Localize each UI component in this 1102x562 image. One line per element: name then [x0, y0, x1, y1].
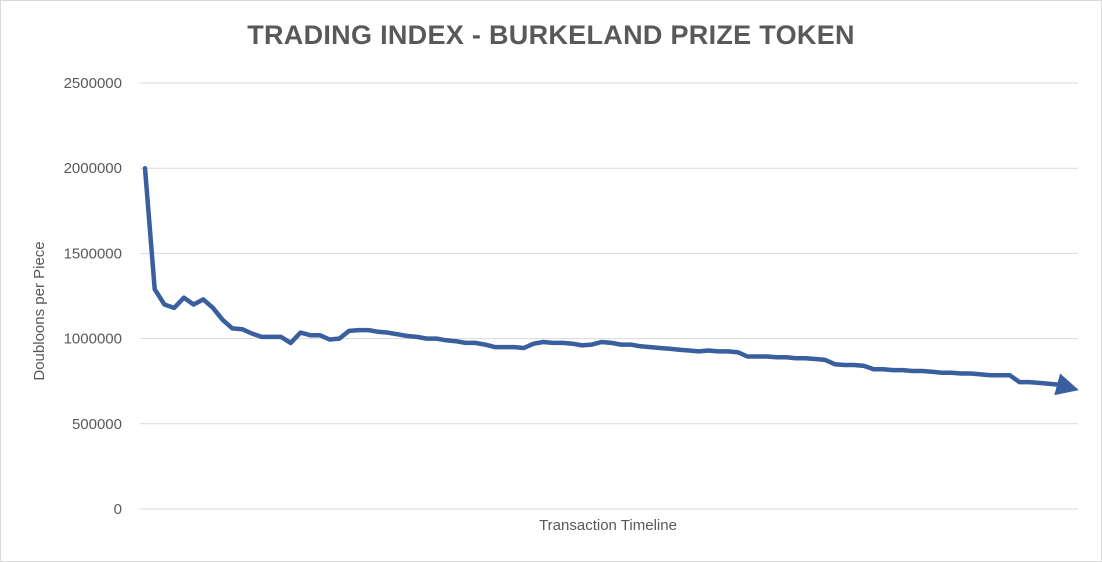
y-tick-label: 1000000	[64, 331, 122, 348]
y-tick-label: 2000000	[64, 160, 122, 177]
series-line	[142, 165, 1079, 396]
y-axis-label: Doubloons per Piece	[31, 241, 48, 380]
y-tick-label: 500000	[72, 416, 122, 433]
x-axis-label: Transaction Timeline	[539, 517, 677, 534]
y-tick-label: 0	[114, 501, 122, 518]
y-tick-label: 1500000	[64, 245, 122, 262]
chart-title: TRADING INDEX - BURKELAND PRIZE TOKEN	[247, 20, 855, 50]
y-tick-label: 2500000	[64, 75, 122, 92]
